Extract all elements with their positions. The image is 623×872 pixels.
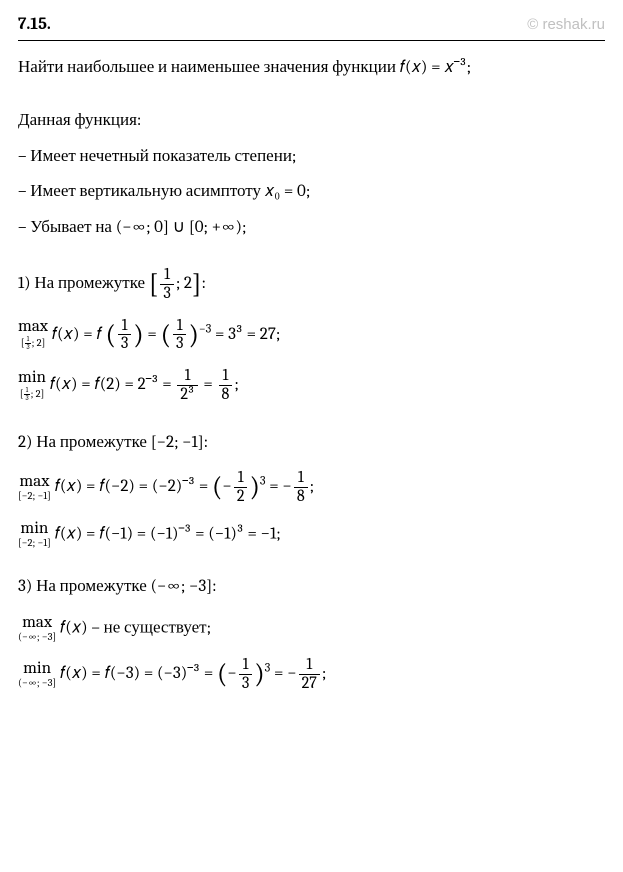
- min3-expr-1: 𝑓(𝑥) = 𝑓(−3) = (−3)⁻³ =: [56, 664, 217, 683]
- part-2-max: max [−2; −1] 𝑓(𝑥) = 𝑓(−2) = (−2)⁻³ = (−1…: [18, 469, 605, 506]
- max-expr-1: 𝑓(𝑥) = 𝑓: [48, 325, 105, 344]
- part-2-header: 2) На промежутке [−2; −1]:: [18, 430, 605, 456]
- task-statement: Найти наибольшее и наименьшее значения ф…: [18, 55, 605, 81]
- part-1-header: 1) На промежутке [13; 2]:: [18, 266, 605, 303]
- max-operator-2: max [−2; −1]: [18, 473, 51, 502]
- paren-close: ): [133, 319, 143, 350]
- min2-expr: 𝑓(𝑥) = 𝑓(−1) = (−1)⁻³ = (−1)³ = −1;: [51, 524, 281, 543]
- interval-frac: 13: [160, 266, 173, 303]
- bracket-close: ]: [192, 268, 202, 299]
- colon: :: [201, 274, 206, 293]
- paren-open: (: [105, 319, 115, 350]
- part-1-min: min [13; 2] 𝑓(𝑥) = 𝑓(2) = 2⁻³ = 12³ = 18…: [18, 367, 605, 404]
- header-row: 7.15. © reshak.ru: [18, 12, 605, 41]
- max2-expr-1: 𝑓(𝑥) = 𝑓(−2) = (−2)⁻³ =: [51, 477, 212, 496]
- frac-1-27: 127: [299, 656, 320, 693]
- part-2-min: min [−2; −1] 𝑓(𝑥) = 𝑓(−1) = (−1)⁻³ = (−1…: [18, 520, 605, 549]
- paren-open-3: (: [212, 471, 222, 502]
- frac-1-2: 12: [234, 469, 248, 506]
- min-operator: min [13; 2]: [18, 369, 46, 402]
- min-eq: =: [200, 375, 217, 394]
- min3-semi: ;: [322, 664, 327, 683]
- paren-close-3: ): [249, 471, 259, 502]
- part-1-max: max [13; 2] 𝑓(𝑥) = 𝑓 (13) = (13)−3 = 3³ …: [18, 317, 605, 354]
- max-eq-1: =: [144, 325, 161, 344]
- function-properties: Данная функция: – Имеет нечетный показат…: [18, 108, 605, 240]
- paren-close-4: ): [254, 658, 264, 689]
- frac-1-8c: 18: [294, 469, 308, 506]
- neg-sign-2: −: [227, 664, 236, 683]
- interval-sep: ; 2: [176, 274, 192, 293]
- part-3-min: min (−∞; −3] 𝑓(𝑥) = 𝑓(−3) = (−3)⁻³ = (−1…: [18, 656, 605, 693]
- part-3: 3) На промежутке (−∞; −3]: max (−∞; −3] …: [18, 574, 605, 693]
- bullet-1: – Имеет нечетный показатель степени;: [18, 144, 605, 170]
- watermark: © reshak.ru: [527, 14, 605, 37]
- exp-neg3: −3: [199, 322, 211, 336]
- min-expr-1: 𝑓(𝑥) = 𝑓(2) = 2⁻³ =: [46, 375, 175, 394]
- frac-1-3-c: 13: [239, 656, 252, 693]
- neg-sign: −: [222, 477, 231, 496]
- part-3-header: 3) На промежутке (−∞; −3]:: [18, 574, 605, 600]
- frac-1-8a: 12³: [177, 367, 197, 404]
- properties-title: Данная функция:: [18, 108, 605, 134]
- part-1: 1) На промежутке [13; 2]: max [13; 2] 𝑓(…: [18, 266, 605, 404]
- part-1-prefix: 1) На промежутке: [18, 274, 149, 293]
- frac-1-8b: 18: [219, 367, 233, 404]
- max-operator-3: max (−∞; −3]: [18, 614, 56, 643]
- paren-open-4: (: [217, 658, 227, 689]
- min3-eq: = −: [270, 664, 296, 683]
- part-3-max: max (−∞; −3] 𝑓(𝑥) – не существует;: [18, 614, 605, 643]
- min-semi: ;: [234, 375, 239, 394]
- frac-1-3-b: 13: [173, 317, 186, 354]
- max3-expr: 𝑓(𝑥) – не существует;: [56, 618, 211, 637]
- paren-close-2: ): [188, 319, 198, 350]
- max-operator: max [13; 2]: [18, 318, 48, 351]
- problem-number: 7.15.: [18, 12, 51, 38]
- max2-semi: ;: [310, 477, 315, 496]
- max2-eq: = −: [266, 477, 292, 496]
- frac-1-3-a: 13: [118, 317, 131, 354]
- bullet-3: – Убывает на (−∞; 0] ∪ [0; +∞);: [18, 215, 605, 241]
- bracket-open: [: [149, 268, 159, 299]
- min-operator-2: min [−2; −1]: [18, 520, 51, 549]
- bullet-2: – Имеет вертикальную асимптоту 𝑥₀ = 0;: [18, 179, 605, 205]
- min-operator-3: min (−∞; −3]: [18, 660, 56, 689]
- max-result: = 3³ = 27;: [211, 325, 280, 344]
- part-2: 2) На промежутке [−2; −1]: max [−2; −1] …: [18, 430, 605, 549]
- paren-open-2: (: [161, 319, 171, 350]
